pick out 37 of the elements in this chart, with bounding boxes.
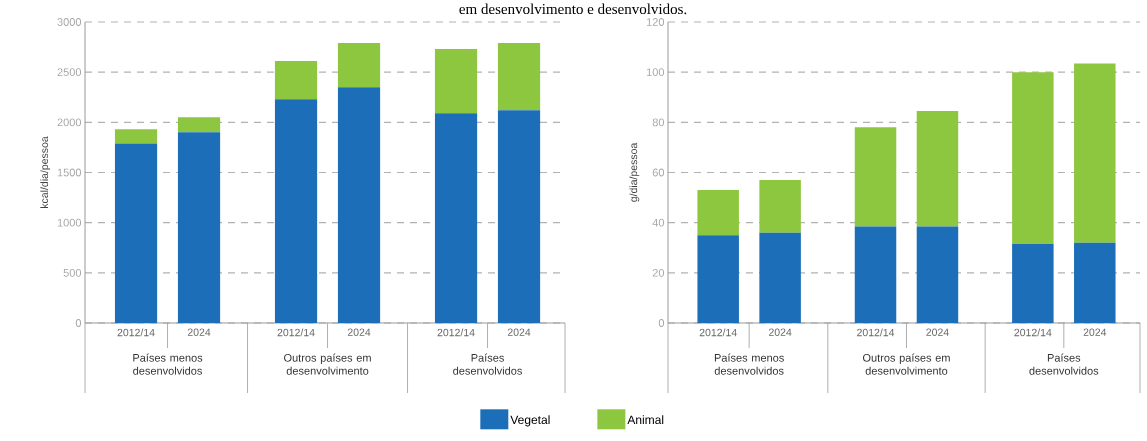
x-tick-label: 2012/14 xyxy=(857,328,895,337)
x-tick-label: 2024 xyxy=(507,328,531,336)
y-tick-label: 40 xyxy=(652,218,665,227)
text: Outros países em desenvolvimento xyxy=(284,353,371,375)
y-tick-label: 2500 xyxy=(57,68,82,77)
x-tick-label: 2024 xyxy=(768,328,792,336)
x-tick-label: 2012/14 xyxy=(277,328,315,337)
text: Países desenvolvidos xyxy=(453,353,522,375)
legend-label: Animal xyxy=(627,415,664,425)
x-tick-label: 2012/14 xyxy=(699,328,737,337)
x-tick-label: 2024 xyxy=(926,328,949,336)
x-tick-label: 2024 xyxy=(347,328,371,336)
x-tick-label: 2012/14 xyxy=(117,328,155,337)
legend-label: Vegetal xyxy=(510,415,550,427)
x-tick-label: 2012/14 xyxy=(1014,328,1052,337)
chart-title: em desenvolvimento e desenvolvidos. xyxy=(459,3,687,15)
y-tick-label: 1500 xyxy=(57,168,82,177)
y-tick-label: 1000 xyxy=(57,218,82,227)
y-tick-label: 120 xyxy=(646,18,665,26)
x-tick-label: 2012/14 xyxy=(437,328,475,337)
text: Países desenvolvidos xyxy=(1029,353,1099,375)
x-tick-label: 2024 xyxy=(1083,328,1107,336)
text: Países menos desenvolvidos xyxy=(714,353,784,375)
y-tick-label: 3000 xyxy=(57,18,82,26)
text: Países menos desenvolvidos xyxy=(133,353,203,375)
y-tick-label: 0 xyxy=(75,319,82,327)
y-tick-label: 20 xyxy=(652,268,665,277)
y-tick-label: 100 xyxy=(646,68,665,77)
y-tick-label: 60 xyxy=(652,168,665,177)
y-tick-label: 0 xyxy=(658,319,665,327)
text: Outros países em desenvolvimento xyxy=(862,353,950,375)
x-tick-label: 2024 xyxy=(187,328,211,336)
y-axis-title: kcal/dia/pessoa xyxy=(40,136,51,208)
y-tick-label: 80 xyxy=(652,118,665,127)
y-tick-label: 2000 xyxy=(57,118,82,127)
y-axis-title: g/dia/pessoa xyxy=(629,142,640,202)
y-tick-label: 500 xyxy=(63,268,82,277)
